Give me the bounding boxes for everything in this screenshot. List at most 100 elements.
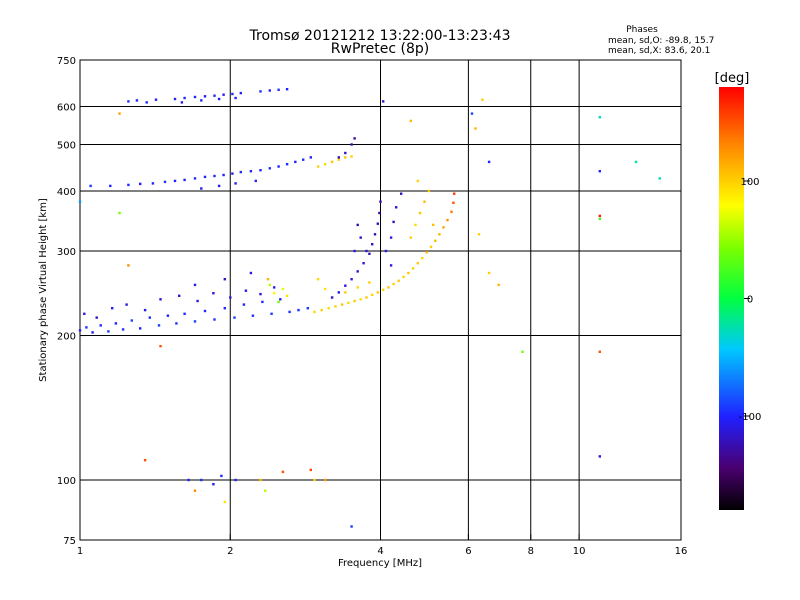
data-point [365,296,368,299]
data-point [400,192,403,195]
data-point [203,95,207,98]
data-point [387,286,390,289]
data-point [83,312,86,315]
data-point [111,307,114,310]
data-point [362,262,365,265]
data-point [268,283,271,287]
data-point [234,478,237,482]
data-point [212,292,215,295]
y-axis-label: Stationary phase Virtual Height [km] [38,198,49,382]
data-point [497,283,500,287]
data-point [416,262,419,265]
data-point [353,299,356,303]
data-point [91,331,94,334]
data-point [251,314,255,317]
y-tick-label: 75 [63,536,76,547]
data-point [273,286,276,289]
stats-line-o: mean, sd,O: -89.8, 15.7 [608,36,714,46]
data-point [434,239,437,242]
data-point [477,233,481,236]
x-tick-label: 8 [528,546,534,557]
data-point [268,89,271,92]
grid-lines [80,60,681,540]
data-point [78,200,82,203]
data-point [95,316,98,319]
data-point [294,160,297,164]
data-point [297,308,300,312]
data-point [281,287,285,291]
data-point [368,281,371,284]
colorbar-tick-label: 100 [740,177,759,188]
data-point [487,271,491,275]
data-point [109,184,112,188]
data-point [222,173,225,177]
chart-subtitle: RwPretec (8p) [331,41,429,57]
data-point [302,158,305,161]
data-point [324,163,327,166]
y-tick-label: 100 [57,476,76,487]
data-point [279,298,282,301]
data-point [78,329,82,332]
data-point [474,127,477,130]
data-point [598,170,601,173]
data-point [231,92,234,96]
data-point [432,223,435,227]
data-point [261,300,264,304]
data-point [159,345,162,348]
data-point [376,291,379,294]
data-point [316,278,320,281]
data-point [114,322,118,325]
data-point [127,183,130,187]
data-point [254,179,257,183]
data-point [193,95,197,99]
data-point [330,296,334,299]
data-point [239,170,242,174]
data-point [277,300,280,304]
data-point [288,310,291,314]
data-point [130,319,133,322]
data-point [203,175,207,179]
y-tick-label: 500 [57,141,76,152]
data-point [107,330,110,333]
data-point [368,252,371,255]
data-point [392,282,395,286]
data-point [118,211,121,215]
colorbar-ticks: 100 0 -100 [739,177,762,423]
data-point [89,184,92,188]
data-point [173,179,177,183]
data-point [320,308,323,312]
data-point [330,160,334,164]
data-point [409,119,412,123]
data-point [259,292,262,296]
data-point [259,169,262,172]
data-point [356,286,359,289]
data-point [598,116,601,119]
data-point [356,223,359,227]
data-point [259,478,262,482]
data-point [223,278,226,281]
data-point [183,312,186,315]
data-point [327,307,330,310]
x-tick-label: 10 [573,546,586,557]
data-point [359,236,362,239]
y-tick-labels: 75 100 200 300 400 500 600 750 [57,56,86,547]
data-point [285,88,289,91]
data-point [159,298,162,301]
data-point [598,214,601,218]
data-point [373,233,377,236]
data-point [337,156,340,159]
data-point [382,288,385,292]
data-point [239,91,242,95]
data-point [379,200,382,203]
data-point [143,459,147,462]
data-point [411,267,415,270]
data-point [183,178,186,182]
data-point [85,326,88,329]
y-tick-label: 200 [57,332,76,343]
data-point [365,249,368,253]
data-point [384,249,388,253]
data-point [402,275,405,279]
data-point [350,143,353,146]
